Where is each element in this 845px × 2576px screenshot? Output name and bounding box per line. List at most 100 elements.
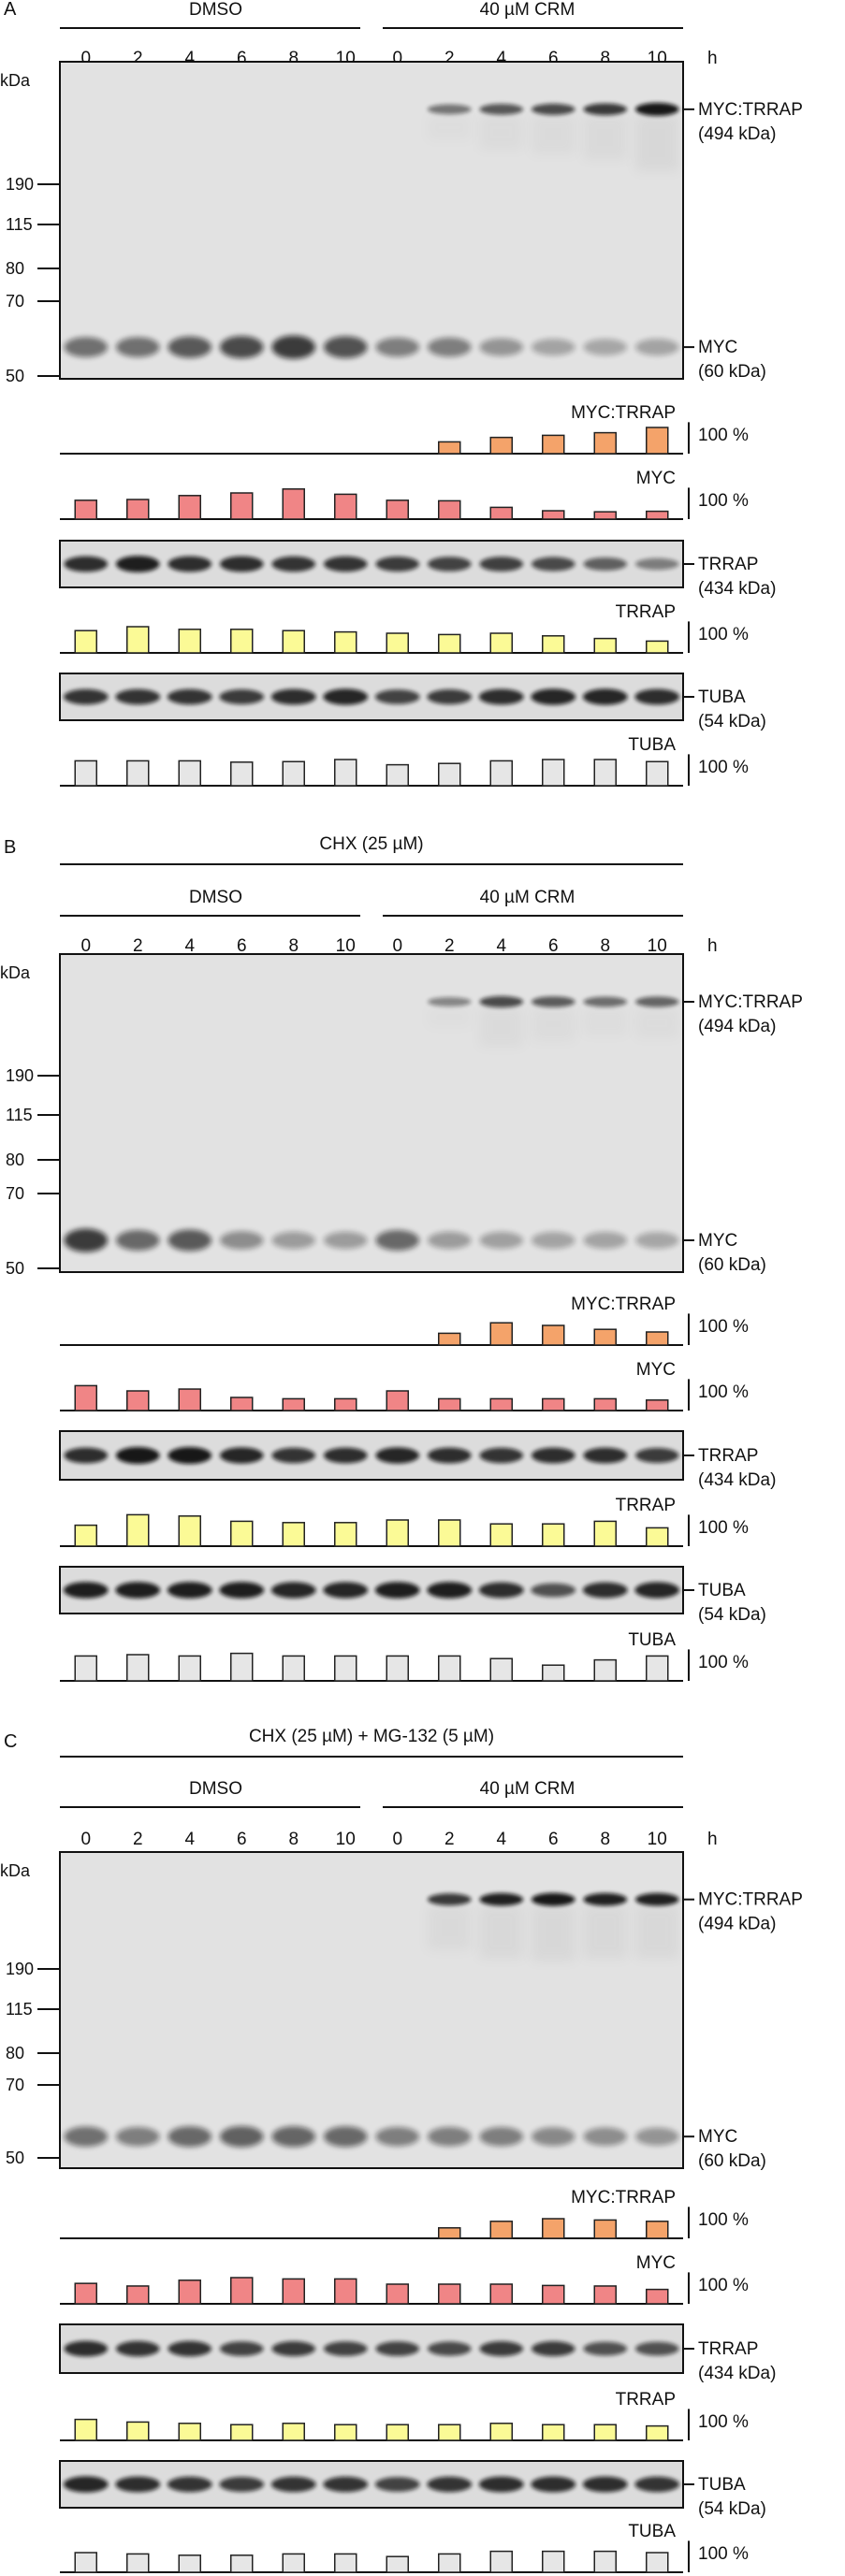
myc-band [64, 2126, 109, 2147]
marker-label: 70 [6, 2076, 24, 2094]
trrap-kda: (434 kDa) [698, 1470, 776, 1490]
trrap-band [634, 2341, 679, 2356]
myc-bar [74, 499, 97, 520]
marker-label: 190 [6, 175, 34, 194]
myc-band [583, 2127, 628, 2146]
trrap-bar [74, 1524, 97, 1547]
trrap-band [583, 2341, 628, 2356]
myc_trrap-bar [646, 2221, 669, 2239]
myc-trrap-band [634, 996, 679, 1007]
lane-label: 2 [133, 49, 143, 68]
tuba-bar [386, 2555, 409, 2573]
trrap-band [64, 2340, 109, 2357]
myc-label: MYC [698, 338, 737, 357]
trrap-bar [542, 2424, 565, 2441]
trrap-band [634, 1448, 679, 1463]
myc-band [64, 1228, 109, 1252]
tuba-quant-percent: 100 % [698, 2544, 749, 2564]
myc-bar [542, 2284, 565, 2305]
myc-band [427, 1231, 472, 1250]
tuba-bar [230, 1652, 254, 1682]
trrap-bar [334, 2424, 357, 2441]
tuba-band [323, 688, 369, 705]
myc-band [583, 339, 628, 355]
trrap-label: TRRAP [698, 1446, 758, 1466]
lane-label: 0 [392, 49, 402, 68]
trrap-bar [438, 1519, 461, 1547]
trrap-bar [489, 2423, 513, 2441]
tuba-band [63, 2476, 109, 2493]
marker-label: 50 [6, 1259, 24, 1278]
tuba-bar [334, 759, 357, 787]
tuba-label: TUBA [698, 687, 746, 707]
tuba-band [219, 2477, 265, 2492]
trrap-bar [646, 640, 669, 654]
trrap-band [531, 1447, 575, 1464]
trrap-bar [542, 635, 565, 654]
trrap-bar [593, 1520, 617, 1547]
myc-trrap-kda: (494 kDa) [698, 124, 776, 144]
trrap-quant-percent: 100 % [698, 625, 749, 644]
marker-label: 190 [6, 1066, 34, 1085]
tuba-bar [334, 2553, 357, 2573]
myc-band [219, 2125, 264, 2148]
lane-label: 10 [648, 936, 667, 956]
myc_trrap-bar [489, 2221, 513, 2239]
myc-trrap-kda: (494 kDa) [698, 1017, 776, 1036]
myc-band [479, 2126, 524, 2147]
trrap-band [531, 557, 575, 572]
tuba-band [478, 688, 524, 705]
myc-band [323, 336, 368, 358]
myc-quant-title: MYC [636, 469, 676, 488]
myc-kda: (60 kDa) [698, 1255, 766, 1275]
trrap-band [115, 556, 160, 572]
tuba-band [270, 1582, 316, 1599]
myc-bar [334, 2278, 357, 2305]
tuba-quant-percent: 100 % [698, 1653, 749, 1672]
myc-bar [178, 1388, 201, 1411]
myc_trrap-bar [593, 1328, 617, 1346]
myc-band [375, 337, 420, 357]
marker-label: 80 [6, 259, 24, 278]
marker-label: 70 [6, 1184, 24, 1203]
trrap-quant-percent: 100 % [698, 2412, 749, 2432]
myc_trrap-quant-percent: 100 % [698, 2210, 749, 2230]
myc-bar [386, 2283, 409, 2305]
myc-band [64, 337, 109, 357]
myc_trrap-bar [438, 1332, 461, 1346]
lane-label: 8 [288, 936, 299, 956]
lane-label: 6 [237, 1830, 247, 1849]
myc-bar [230, 2277, 254, 2305]
lane-label: 0 [80, 49, 91, 68]
kda-label: kDa [0, 71, 31, 90]
myc-trrap-smear [428, 1007, 472, 1027]
myc-quant-title: MYC [636, 1360, 676, 1380]
tuba-bar [646, 1655, 669, 1682]
trrap-bar [646, 1527, 669, 1547]
trrap-quant-title: TRRAP [616, 602, 676, 622]
tuba-bar [489, 760, 513, 787]
trrap-band [168, 556, 212, 572]
trrap-band [271, 2341, 316, 2356]
myc-trrap-smear [428, 115, 472, 140]
myc-bar [178, 2279, 201, 2305]
trrap-band [634, 557, 679, 571]
trrap-band [168, 2340, 212, 2357]
lane-label: 2 [444, 936, 455, 956]
myc_trrap-bar [646, 1331, 669, 1346]
treatment-label: CHX (25 µM) [319, 834, 423, 854]
myc-bar [386, 499, 409, 520]
trrap-band [64, 556, 109, 572]
lane-label: 0 [80, 1830, 91, 1849]
trrap-bar [230, 629, 254, 654]
tuba-band [270, 2476, 316, 2493]
tuba-band [427, 689, 473, 704]
myc_trrap-quant-title: MYC:TRRAP [571, 1295, 676, 1314]
lane-label: 6 [548, 49, 559, 68]
lane-label: 8 [600, 1830, 610, 1849]
trrap-bar [74, 2418, 97, 2441]
myc-trrap-label: MYC:TRRAP [698, 100, 803, 120]
myc-trrap-band [479, 995, 524, 1008]
trrap-blot [59, 540, 684, 588]
